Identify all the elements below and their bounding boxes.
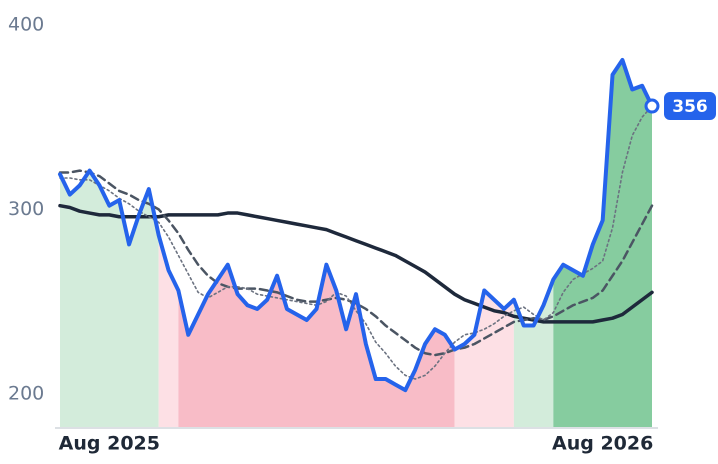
zone-area (553, 59, 652, 427)
series-line (59, 105, 653, 380)
series-line (58, 57, 654, 393)
zone-area (513, 279, 554, 427)
y-tick-label: 300 (8, 198, 44, 220)
y-tick-label: 200 (8, 382, 44, 404)
price-label: 356 (672, 97, 708, 117)
y-tick-label: 400 (8, 13, 44, 35)
x-tick-label: Aug 2026 (552, 433, 653, 455)
last-point (644, 98, 660, 114)
price-badge (664, 92, 716, 121)
zone-area (454, 290, 514, 427)
x-tick-label: Aug 2025 (59, 433, 160, 455)
series-line (58, 203, 654, 324)
